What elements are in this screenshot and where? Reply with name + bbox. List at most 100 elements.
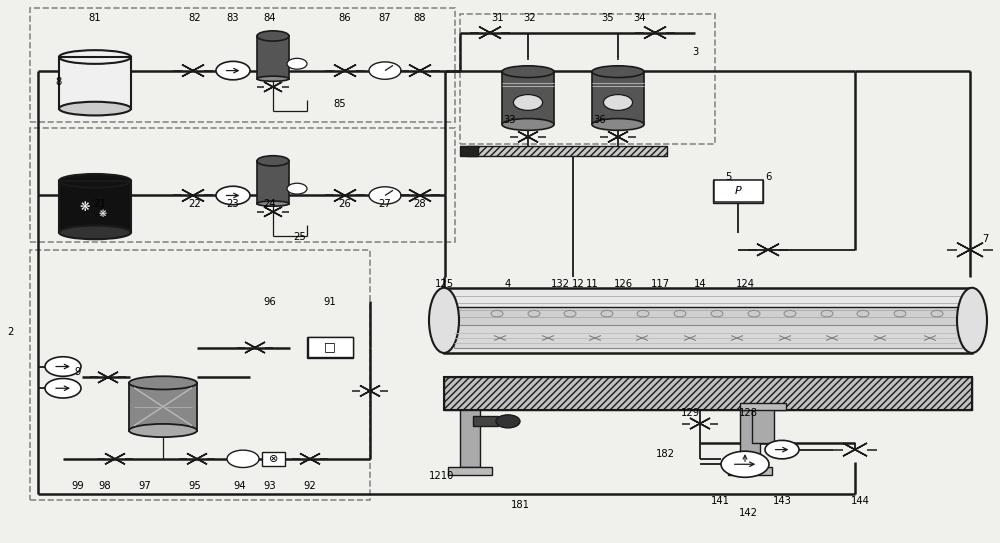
Polygon shape xyxy=(300,453,320,464)
Polygon shape xyxy=(690,418,710,429)
Polygon shape xyxy=(98,372,118,383)
Polygon shape xyxy=(518,131,538,142)
Text: 144: 144 xyxy=(851,496,869,506)
Circle shape xyxy=(821,311,833,317)
Bar xyxy=(444,377,972,410)
Text: 129: 129 xyxy=(680,408,700,418)
Polygon shape xyxy=(98,372,118,383)
Circle shape xyxy=(496,415,520,428)
Bar xyxy=(59,57,131,109)
Polygon shape xyxy=(644,27,666,39)
Text: 143: 143 xyxy=(773,496,791,506)
Bar xyxy=(592,72,644,124)
Text: P: P xyxy=(735,186,741,196)
Text: 24: 24 xyxy=(264,199,276,209)
Polygon shape xyxy=(182,65,204,77)
Text: 141: 141 xyxy=(710,496,730,506)
Polygon shape xyxy=(105,453,125,464)
Polygon shape xyxy=(182,190,204,201)
Circle shape xyxy=(287,183,307,194)
Text: □: □ xyxy=(324,340,336,353)
Polygon shape xyxy=(334,190,356,201)
Polygon shape xyxy=(644,27,666,39)
Text: 132: 132 xyxy=(550,279,570,289)
Circle shape xyxy=(601,311,613,317)
Bar xyxy=(30,128,455,242)
Bar xyxy=(502,72,554,124)
Ellipse shape xyxy=(592,118,644,130)
Text: 12: 12 xyxy=(572,279,584,289)
Text: 94: 94 xyxy=(234,482,246,491)
Ellipse shape xyxy=(59,50,131,64)
Bar xyxy=(262,452,285,466)
Text: 126: 126 xyxy=(613,279,633,289)
Text: 14: 14 xyxy=(694,279,706,289)
Polygon shape xyxy=(843,443,867,456)
Polygon shape xyxy=(843,443,867,456)
Text: 36: 36 xyxy=(594,115,606,125)
Text: ⊗: ⊗ xyxy=(269,454,279,464)
Text: 26: 26 xyxy=(339,199,351,209)
Circle shape xyxy=(674,311,686,317)
Text: 1210: 1210 xyxy=(429,471,455,481)
Text: 142: 142 xyxy=(738,508,758,518)
Polygon shape xyxy=(245,342,265,353)
Polygon shape xyxy=(479,27,501,39)
Text: 82: 82 xyxy=(189,13,201,23)
Polygon shape xyxy=(957,243,983,257)
Ellipse shape xyxy=(59,225,131,239)
Circle shape xyxy=(721,451,769,477)
Ellipse shape xyxy=(257,31,289,41)
Text: 117: 117 xyxy=(650,279,670,289)
Bar xyxy=(30,250,370,500)
Circle shape xyxy=(513,94,543,110)
Polygon shape xyxy=(245,342,265,353)
Bar xyxy=(740,403,786,410)
Polygon shape xyxy=(479,27,501,39)
Circle shape xyxy=(748,311,760,317)
Ellipse shape xyxy=(502,118,554,130)
Bar xyxy=(740,410,760,467)
Text: 86: 86 xyxy=(339,13,351,23)
Text: 92: 92 xyxy=(304,482,316,491)
Polygon shape xyxy=(757,244,779,256)
Text: 21: 21 xyxy=(94,199,106,209)
Ellipse shape xyxy=(592,66,644,78)
Polygon shape xyxy=(409,190,431,201)
Text: 88: 88 xyxy=(414,13,426,23)
Circle shape xyxy=(857,311,869,317)
Bar xyxy=(728,467,772,475)
Polygon shape xyxy=(608,131,628,142)
Ellipse shape xyxy=(59,174,131,188)
Text: 87: 87 xyxy=(379,13,391,23)
Text: 32: 32 xyxy=(524,13,536,23)
Text: 98: 98 xyxy=(99,482,111,491)
Polygon shape xyxy=(608,131,628,142)
Text: 5: 5 xyxy=(725,172,731,182)
Bar xyxy=(460,410,480,467)
Text: 85: 85 xyxy=(334,99,346,109)
Text: 31: 31 xyxy=(492,13,504,23)
Polygon shape xyxy=(334,65,356,77)
Text: 33: 33 xyxy=(504,115,516,125)
Polygon shape xyxy=(360,386,380,396)
Circle shape xyxy=(287,58,307,69)
Circle shape xyxy=(711,311,723,317)
Circle shape xyxy=(931,311,943,317)
Circle shape xyxy=(637,311,649,317)
Circle shape xyxy=(227,450,259,468)
Text: ❋: ❋ xyxy=(99,210,107,219)
Bar xyxy=(454,325,962,348)
Circle shape xyxy=(894,311,906,317)
Ellipse shape xyxy=(129,424,197,437)
Circle shape xyxy=(603,94,633,110)
Bar xyxy=(460,14,715,144)
Polygon shape xyxy=(300,453,320,464)
Bar xyxy=(308,337,353,357)
Polygon shape xyxy=(360,386,380,396)
Bar xyxy=(713,180,763,203)
Bar xyxy=(448,467,492,475)
Polygon shape xyxy=(957,243,983,257)
Text: 6: 6 xyxy=(765,172,771,182)
Text: 8: 8 xyxy=(55,77,61,87)
